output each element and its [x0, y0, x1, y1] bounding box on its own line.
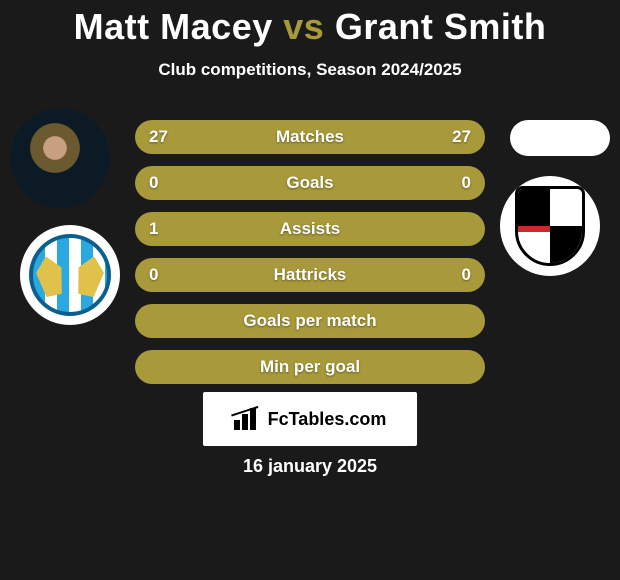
stat-label: Min per goal	[260, 357, 360, 377]
player2-name: Grant Smith	[335, 6, 547, 47]
player1-name: Matt Macey	[74, 6, 273, 47]
stat-bar-min-per-goal: Min per goal	[135, 350, 485, 384]
club-badge-left	[20, 225, 120, 325]
player1-photo	[10, 108, 110, 208]
club-badge-right	[500, 176, 600, 276]
stat-bar-goals-per-match: Goals per match	[135, 304, 485, 338]
comparison-title: Matt Macey vs Grant Smith	[0, 0, 620, 48]
stat-bar-matches: 27 Matches 27	[135, 120, 485, 154]
snapshot-date: 16 january 2025	[0, 456, 620, 477]
stat-label: Goals	[286, 173, 333, 193]
stat-bar-hattricks: 0 Hattricks 0	[135, 258, 485, 292]
stat-value-right: 0	[462, 265, 471, 285]
fctables-watermark: FcTables.com	[203, 392, 417, 446]
stat-label: Matches	[276, 127, 344, 147]
stat-bar-goals: 0 Goals 0	[135, 166, 485, 200]
fctables-icon	[234, 408, 260, 430]
fctables-text: FcTables.com	[268, 409, 387, 430]
vs-separator: vs	[283, 6, 324, 47]
stat-bars: 27 Matches 27 0 Goals 0 1 Assists 0 Hatt…	[135, 120, 485, 396]
stat-label: Hattricks	[274, 265, 347, 285]
stat-value-left: 0	[149, 265, 158, 285]
stat-value-left: 0	[149, 173, 158, 193]
stat-bar-assists: 1 Assists	[135, 212, 485, 246]
stat-value-left: 1	[149, 219, 158, 239]
stat-label: Assists	[280, 219, 340, 239]
stat-value-right: 27	[452, 127, 471, 147]
stat-value-right: 0	[462, 173, 471, 193]
stat-label: Goals per match	[243, 311, 376, 331]
stat-value-left: 27	[149, 127, 168, 147]
subtitle: Club competitions, Season 2024/2025	[0, 60, 620, 80]
player2-photo	[510, 120, 610, 156]
